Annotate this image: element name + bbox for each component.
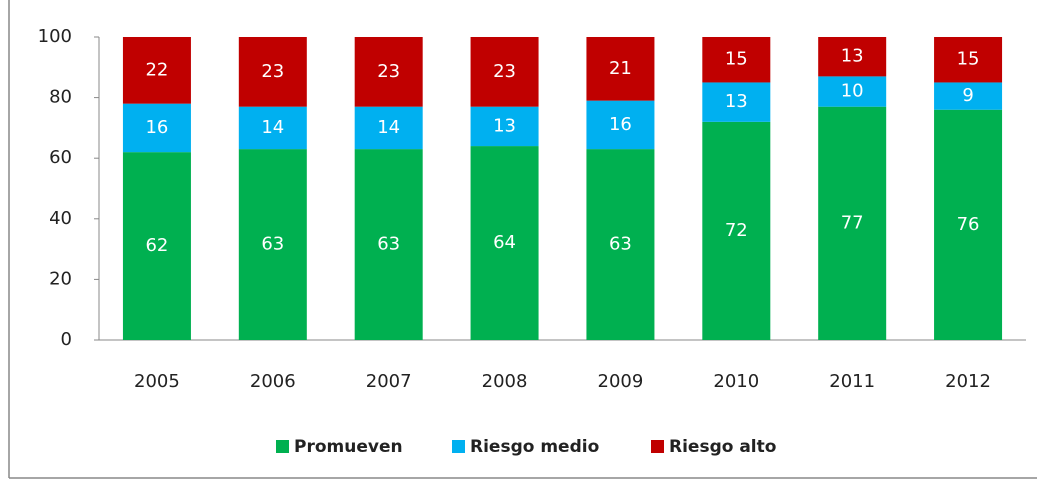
y-tick-label: 0 [61,329,72,350]
bar-segment [122,103,191,153]
x-tick-label: 2006 [250,371,296,392]
value-label: 23 [493,61,516,82]
y-tick-label: 20 [49,268,72,289]
legend-swatch [276,440,289,453]
value-label: 72 [725,220,748,241]
bar-segment [934,37,1003,83]
bar-segment [818,37,887,77]
value-label: 9 [962,85,973,106]
x-tick-label: 2009 [598,371,644,392]
value-label: 63 [377,234,400,255]
x-tick-label: 2012 [945,371,991,392]
bar-segment [470,106,539,147]
y-tick-label: 80 [49,87,72,108]
value-label: 77 [841,212,864,233]
y-tick-label: 100 [38,26,72,47]
bar-segment [238,149,307,340]
bar-segment [818,76,887,107]
value-label: 16 [145,117,168,138]
value-label: 62 [145,235,168,256]
bar-segment [934,109,1003,340]
legend-label: Riesgo medio [470,437,599,457]
y-tick-label: 40 [49,208,72,229]
value-label: 14 [261,117,284,138]
bar-segment [586,149,655,340]
x-tick-label: 2008 [482,371,528,392]
y-tick-label: 60 [49,147,72,168]
bar-segment [354,37,423,107]
bar-segment [934,82,1003,110]
bar-segment [238,106,307,150]
value-label: 63 [261,234,284,255]
x-tick-label: 2005 [134,371,180,392]
legend-swatch [651,440,664,453]
bar-segment [818,106,887,340]
x-tick-label: 2011 [829,371,875,392]
bar-segment [586,100,655,150]
bar-segment [702,37,771,83]
value-label: 13 [725,91,748,112]
value-label: 23 [261,61,284,82]
bar-segment [122,152,191,340]
bar-segment [238,37,307,107]
value-label: 13 [493,115,516,136]
value-label: 21 [609,58,632,79]
value-label: 64 [493,232,516,253]
value-label: 10 [841,81,864,102]
value-label: 76 [957,214,980,235]
legend-swatch [452,440,465,453]
bar-segment [354,149,423,340]
x-tick-label: 2007 [366,371,412,392]
bar-segment [470,37,539,107]
bar-segment [586,37,655,101]
bar-segment [702,121,771,340]
x-tick-label: 2010 [713,371,759,392]
value-label: 15 [725,49,748,70]
bar-segment [702,82,771,122]
value-label: 22 [145,59,168,80]
value-label: 13 [841,46,864,67]
value-label: 14 [377,117,400,138]
value-label: 15 [957,49,980,70]
bar-segment [470,146,539,340]
legend-label: Promueven [294,437,403,457]
value-label: 16 [609,114,632,135]
legend-label: Riesgo alto [669,437,776,457]
value-label: 63 [609,234,632,255]
value-label: 23 [377,61,400,82]
bar-segment [122,37,191,104]
bar-segment [354,106,423,150]
